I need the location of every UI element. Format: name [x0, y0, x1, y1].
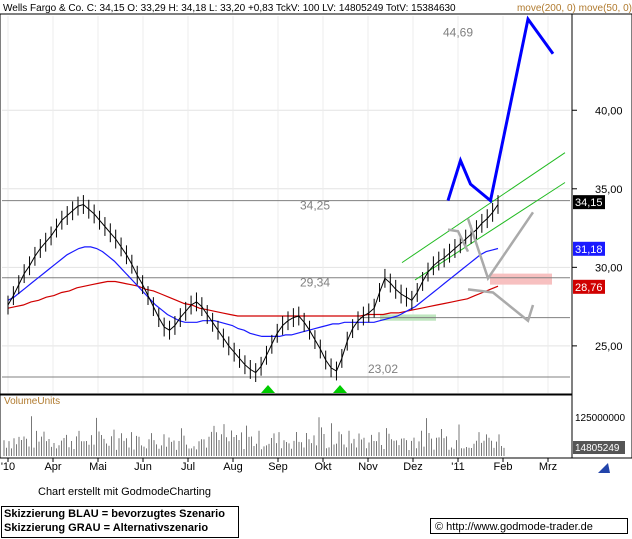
x-tick-label: Mrz — [539, 461, 557, 473]
sma200-line — [7, 280, 499, 317]
x-tick-label: Jun — [134, 461, 152, 473]
value-badge: 28,76 — [575, 282, 603, 294]
axis-panel — [571, 13, 632, 459]
value-badge-bg — [573, 279, 605, 294]
trend-channel-lower — [414, 182, 566, 281]
x-tick-label: Dez — [403, 461, 423, 473]
x-tick-label: '10 — [1, 461, 15, 473]
x-tick-label: Sep — [268, 461, 288, 473]
legend-box: Skizzierung BLAU = bevorzugtes Szenario … — [1, 506, 239, 538]
ticker-header: Wells Fargo & Co. C: 34,15 O: 33,29 H: 3… — [3, 3, 456, 14]
volume-tick-label: 125000000 — [575, 413, 625, 424]
buy-marker-icon — [333, 385, 347, 393]
chart-credit: Chart erstellt mit GodmodeCharting — [38, 486, 212, 498]
gridlines — [2, 16, 570, 393]
y-tick-label: 40,00 — [595, 105, 623, 117]
grey-scenario-path-2 — [467, 288, 535, 323]
x-tick-label: Okt — [314, 461, 331, 473]
grey-scenario-path-3 — [447, 228, 470, 253]
volume-label: VolumeUnits — [4, 396, 60, 407]
y-axis: 25,00 30,00 35,00 40,00 — [572, 105, 623, 353]
price-panel — [0, 13, 573, 395]
volume-badge-bg — [573, 441, 625, 454]
x-tick-label: Aug — [223, 461, 243, 473]
y-tick-label: 35,00 — [595, 184, 623, 196]
x-tick-label: Feb — [494, 461, 513, 473]
blue-scenario-path — [446, 15, 555, 204]
volume-bars — [3, 416, 505, 456]
level-label: 23,02 — [368, 362, 398, 376]
target-label: 44,69 — [443, 26, 473, 40]
x-tick-label: Nov — [358, 461, 378, 473]
value-badge-bg — [573, 195, 605, 210]
value-badges: 34,15 31,18 28,76 — [573, 195, 605, 294]
level-label: 34,25 — [300, 199, 330, 213]
x-tick-label: Jul — [181, 461, 195, 473]
legend-grey: Skizzierung GRAU = Alternativszenario — [4, 522, 209, 534]
grey-scenario-path-1 — [466, 211, 535, 282]
x-tick-label: Mai — [89, 461, 107, 473]
tool-icon[interactable] — [598, 463, 610, 473]
website-link-box[interactable]: © http://www.godmode-trader.de — [430, 518, 628, 534]
value-badge-bg — [573, 241, 605, 256]
scenarios — [446, 15, 555, 323]
target-zone-pink — [490, 273, 552, 285]
value-badge: 31,18 — [575, 244, 603, 256]
website-link[interactable]: © http://www.godmode-trader.de — [435, 521, 593, 533]
value-badge: 34,15 — [575, 197, 603, 209]
x-axis: '10 Apr Mai Jun Jul Aug Sep Okt Nov Dez '11 Feb Mrz — [1, 458, 557, 473]
price-line — [7, 203, 499, 374]
x-tick-label: '11 — [451, 461, 465, 473]
buy-marker-icon — [261, 385, 275, 393]
horizontal-levels: 34,25 29,34 23,02 44,69 — [2, 26, 570, 378]
y-tick-label: 25,00 — [595, 341, 623, 353]
sma50-line — [7, 246, 499, 337]
trend-channel-upper — [401, 152, 566, 264]
volume-badge: 14805249 — [575, 443, 620, 454]
ma-legend: move(200, 0) move(50, 0) — [517, 3, 632, 14]
legend-blue: Skizzierung BLAU = bevorzugtes Szenario — [4, 508, 225, 520]
series-lines — [7, 195, 499, 393]
y-tick-label: 30,00 — [595, 262, 623, 274]
level-label: 29,34 — [300, 276, 330, 290]
x-tick-label: Apr — [44, 461, 61, 473]
